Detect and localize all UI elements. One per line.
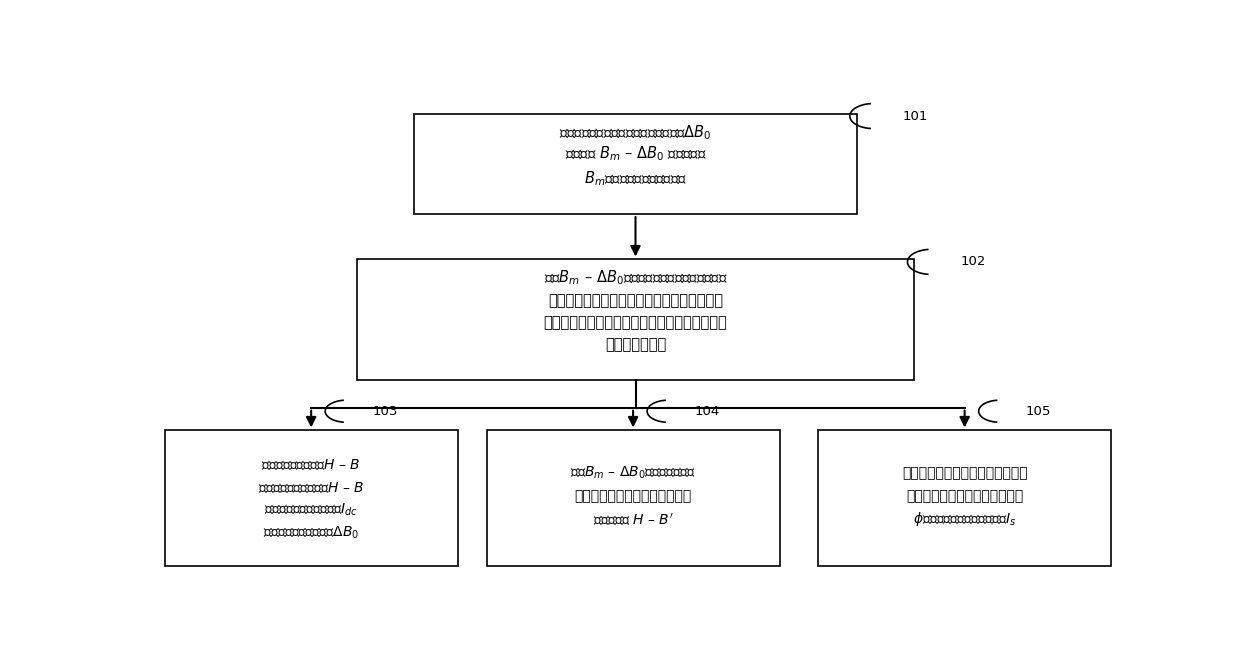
Text: 103: 103 (372, 405, 398, 418)
Text: 的拟合函数以及直流电流$I_{dc}$: 的拟合函数以及直流电流$I_{dc}$ (264, 502, 358, 518)
Text: $B_m$为变压器的工作磁通密度: $B_m$为变压器的工作磁通密度 (584, 169, 687, 188)
Text: 102: 102 (960, 255, 986, 268)
Text: ，并计算 $B_m$ – Δ$B_0$ 曲线，其中: ，并计算 $B_m$ – Δ$B_0$ 曲线，其中 (564, 144, 707, 163)
Text: 的磁化曲线 $H$ – $B'$: 的磁化曲线 $H$ – $B'$ (593, 511, 673, 527)
Text: 根据$B_m$ – Δ$B_0$曲线修正无偏磁: 根据$B_m$ – Δ$B_0$曲线修正无偏磁 (570, 465, 696, 481)
Text: 104: 104 (694, 405, 719, 418)
Text: 根据$B_m$ – Δ$B_0$曲线修正变压器模型中的无偏磁: 根据$B_m$ – Δ$B_0$曲线修正变压器模型中的无偏磁 (543, 268, 728, 287)
Text: 以及谐波成分。: 以及谐波成分。 (605, 338, 666, 353)
Text: 变压器模型中的直流偏置后磁通: 变压器模型中的直流偏置后磁通 (906, 489, 1023, 503)
Text: 101: 101 (903, 110, 928, 123)
Text: 磁化曲线以获取直流偏磁条件下: 磁化曲线以获取直流偏磁条件下 (574, 489, 692, 503)
FancyBboxPatch shape (165, 430, 458, 566)
Text: 变压器模型确定变压器中的励磁电流大小、波形: 变压器模型确定变压器中的励磁电流大小、波形 (543, 315, 728, 330)
Text: ，并根据无偏磁化曲线$H$ – $B$: ，并根据无偏磁化曲线$H$ – $B$ (258, 481, 365, 495)
FancyBboxPatch shape (357, 259, 914, 380)
FancyBboxPatch shape (414, 114, 857, 214)
FancyBboxPatch shape (486, 430, 780, 566)
Text: 105: 105 (1025, 405, 1052, 418)
Text: $\phi$获取直流偏磁下的励磁电流$I_s$: $\phi$获取直流偏磁下的励磁电流$I_s$ (913, 511, 1017, 528)
Text: 获取无偏磁磁化曲线$H$ – $B$: 获取无偏磁磁化曲线$H$ – $B$ (262, 457, 361, 471)
FancyBboxPatch shape (818, 430, 1111, 566)
Text: 计算直流偏置磁通密度Δ$B_0$: 计算直流偏置磁通密度Δ$B_0$ (263, 525, 360, 541)
Text: 根据修正后的无偏磁磁化曲线以及: 根据修正后的无偏磁磁化曲线以及 (901, 466, 1028, 480)
Text: 磁化曲线，并根据修正后的无偏磁化曲线以及: 磁化曲线，并根据修正后的无偏磁化曲线以及 (548, 293, 723, 308)
Text: 获取直流电流产生的直流偏置磁通密度Δ$B_0$: 获取直流电流产生的直流偏置磁通密度Δ$B_0$ (559, 123, 712, 142)
